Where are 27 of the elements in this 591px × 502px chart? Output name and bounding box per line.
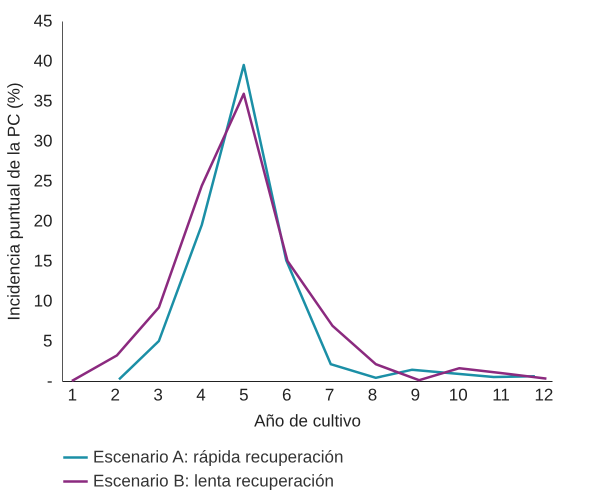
y-tick-label: 25 [34, 172, 52, 190]
y-tick-label: 15 [34, 252, 52, 270]
x-tick-label: 8 [368, 386, 378, 404]
line-series [70, 92, 548, 382]
y-tick-label: 40 [34, 52, 52, 70]
y-tick-label: 45 [34, 12, 52, 30]
y-tick-label: 20 [34, 212, 52, 230]
y-tick-label: - [46, 372, 52, 390]
legend-label: Escenario B: lenta recuperación [93, 472, 334, 490]
y-axis-title: Incidencia puntual de la PC (%) [4, 82, 24, 321]
x-tick-label: 7 [324, 386, 334, 404]
x-axis-title: Año de cultivo [254, 412, 361, 430]
x-tick-label: 1 [68, 386, 78, 404]
x-tick-label: 11 [492, 386, 510, 404]
x-tick-label: 6 [282, 386, 292, 404]
x-tick-label: 12 [534, 386, 554, 404]
y-tick-label: 5 [43, 332, 52, 350]
y-tick-label: 10 [34, 292, 52, 310]
legend-label: Escenario A: rápida recuperación [93, 448, 344, 466]
y-tick-label: 35 [34, 92, 52, 110]
x-tick-label: 10 [448, 386, 468, 404]
x-tick-label: 5 [239, 386, 249, 404]
y-tick-label: 30 [34, 132, 52, 150]
x-tick-label: 4 [196, 386, 206, 404]
x-tick-label: 9 [410, 386, 420, 404]
x-tick-label: 3 [153, 386, 163, 404]
x-tick-label: 2 [110, 386, 120, 404]
